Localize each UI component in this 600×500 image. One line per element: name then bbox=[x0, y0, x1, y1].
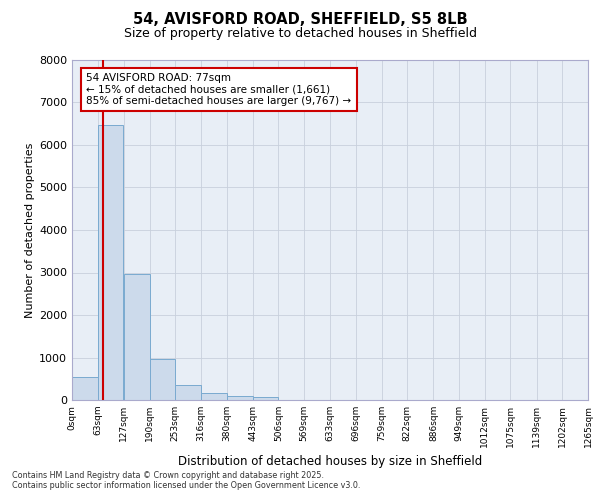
Text: 54 AVISFORD ROAD: 77sqm
← 15% of detached houses are smaller (1,661)
85% of semi: 54 AVISFORD ROAD: 77sqm ← 15% of detache… bbox=[86, 72, 352, 106]
Bar bbox=[227, 396, 253, 400]
Y-axis label: Number of detached properties: Number of detached properties bbox=[25, 142, 35, 318]
Bar bbox=[253, 397, 278, 400]
Text: 54, AVISFORD ROAD, SHEFFIELD, S5 8LB: 54, AVISFORD ROAD, SHEFFIELD, S5 8LB bbox=[133, 12, 467, 28]
Bar bbox=[149, 359, 175, 400]
Bar bbox=[98, 124, 124, 400]
Text: Size of property relative to detached houses in Sheffield: Size of property relative to detached ho… bbox=[124, 28, 476, 40]
Text: Contains HM Land Registry data © Crown copyright and database right 2025.
Contai: Contains HM Land Registry data © Crown c… bbox=[12, 470, 361, 490]
Bar bbox=[124, 274, 149, 400]
Bar bbox=[201, 392, 227, 400]
Bar bbox=[175, 385, 201, 400]
X-axis label: Distribution of detached houses by size in Sheffield: Distribution of detached houses by size … bbox=[178, 456, 482, 468]
Bar bbox=[72, 376, 98, 400]
